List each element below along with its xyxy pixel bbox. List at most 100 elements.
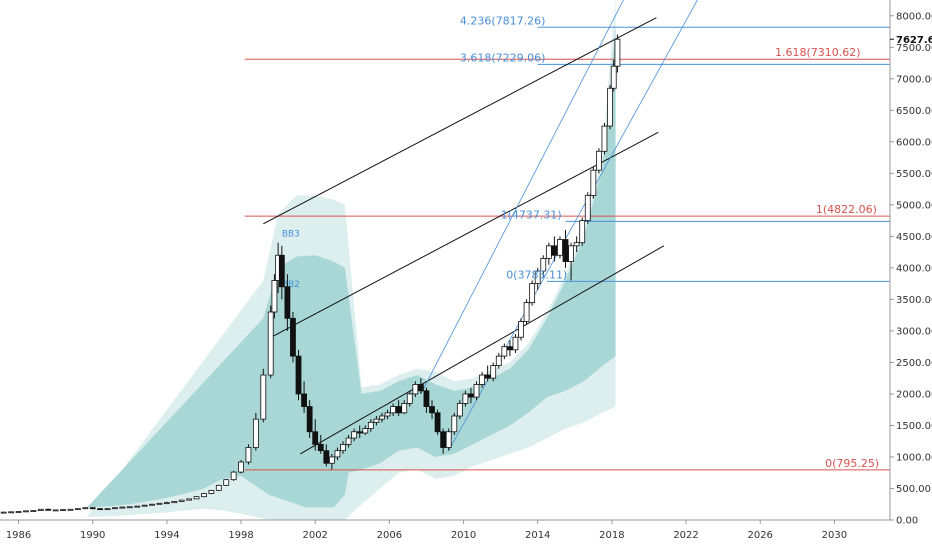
candle-body bbox=[534, 270, 541, 285]
candle bbox=[60, 509, 66, 512]
candle-body bbox=[301, 393, 307, 407]
candle bbox=[601, 122, 608, 155]
candle-body bbox=[0, 511, 7, 514]
candle-body bbox=[134, 505, 141, 508]
candle bbox=[607, 85, 613, 130]
candle-body bbox=[523, 302, 530, 322]
candle bbox=[417, 378, 424, 394]
candle bbox=[512, 334, 519, 353]
candles bbox=[0, 34, 621, 514]
candle bbox=[186, 498, 193, 501]
band-label-bb2: BB2 bbox=[282, 280, 300, 290]
candle-body bbox=[178, 499, 185, 502]
candle bbox=[271, 274, 278, 319]
x-tick-label: 2002 bbox=[302, 530, 327, 541]
candle bbox=[456, 400, 463, 420]
candle-body bbox=[529, 283, 536, 303]
candle bbox=[495, 352, 502, 369]
candle-body bbox=[252, 418, 259, 448]
candle-body bbox=[456, 402, 463, 417]
candle-body bbox=[295, 355, 302, 395]
candle bbox=[484, 365, 491, 382]
candle-body bbox=[614, 38, 621, 67]
candle bbox=[523, 299, 530, 325]
candle bbox=[323, 444, 330, 467]
candle-body bbox=[573, 242, 580, 247]
candle-body bbox=[201, 493, 207, 498]
candle bbox=[557, 236, 563, 259]
candle bbox=[245, 444, 252, 465]
candle bbox=[163, 501, 170, 505]
candle-body bbox=[126, 506, 133, 509]
y-tick-label: 2500.00 bbox=[896, 358, 932, 369]
candle-body bbox=[82, 507, 89, 510]
candle bbox=[610, 59, 617, 92]
candle-body bbox=[30, 510, 37, 512]
candle bbox=[390, 403, 396, 416]
candle bbox=[141, 504, 148, 507]
x-tick-label: 2026 bbox=[747, 530, 772, 541]
candle-body bbox=[45, 508, 52, 511]
candle bbox=[406, 390, 413, 407]
candle-body bbox=[562, 239, 569, 262]
candle bbox=[384, 409, 391, 420]
candle-body bbox=[595, 150, 602, 171]
y-tick-label: 4000.00 bbox=[896, 263, 932, 274]
x-tick-label: 1998 bbox=[228, 530, 253, 541]
candle-body bbox=[223, 479, 230, 486]
fib-level-label: 1(4737.31) bbox=[501, 208, 562, 221]
candle-body bbox=[312, 431, 319, 445]
candle bbox=[74, 508, 81, 511]
candle-body bbox=[590, 169, 597, 196]
candle-body bbox=[362, 428, 369, 434]
candle bbox=[334, 447, 341, 461]
candle-body bbox=[284, 286, 291, 319]
candle bbox=[395, 400, 402, 416]
candle-body bbox=[406, 393, 413, 404]
candle-body bbox=[356, 431, 363, 434]
candle-body bbox=[271, 280, 278, 313]
candle-body bbox=[278, 254, 285, 288]
candle-body bbox=[390, 406, 396, 414]
candle-body bbox=[440, 431, 447, 448]
candle-body bbox=[451, 415, 458, 433]
candle-body bbox=[462, 393, 469, 404]
candle bbox=[490, 362, 497, 382]
x-tick-label: 2018 bbox=[599, 530, 624, 541]
y-tick-label: 6500.00 bbox=[896, 106, 932, 117]
y-axis[interactable]: 8000.00 7500.00 7000.00 6500.00 6000.00 5500.… bbox=[889, 0, 932, 527]
candle-body bbox=[367, 421, 374, 430]
candle-body bbox=[579, 220, 586, 244]
candle-body bbox=[429, 406, 435, 414]
candle-body bbox=[607, 87, 613, 127]
candle-body bbox=[156, 502, 163, 505]
y-tick-label: 0.00 bbox=[896, 516, 918, 527]
candle-body bbox=[74, 508, 81, 511]
x-axis[interactable]: 1986 1990 1994 1998 2002 2006 2010 2014 2018 2022… bbox=[0, 519, 890, 541]
candle-body bbox=[518, 321, 524, 338]
candle-body bbox=[267, 311, 274, 376]
x-tick-label: 2022 bbox=[673, 530, 698, 541]
candle bbox=[201, 492, 207, 498]
y-tick-label: 4500.00 bbox=[896, 232, 932, 243]
band-label-bb3: BB3 bbox=[282, 229, 300, 239]
candle-body bbox=[15, 511, 22, 513]
candle bbox=[238, 460, 244, 474]
channel-line bbox=[268, 131, 659, 339]
candle bbox=[178, 499, 185, 502]
candle bbox=[579, 217, 586, 246]
candle-body bbox=[149, 503, 155, 506]
candle bbox=[367, 419, 374, 432]
candle bbox=[473, 381, 480, 401]
y-tick-label: 7000.00 bbox=[896, 74, 932, 85]
candle bbox=[501, 343, 508, 360]
candle bbox=[373, 416, 380, 426]
candle bbox=[356, 425, 363, 439]
candle-body bbox=[584, 194, 591, 222]
candle bbox=[351, 428, 358, 442]
candle bbox=[584, 192, 591, 224]
fib-level-label: 0(3785.11) bbox=[506, 268, 567, 281]
candle bbox=[518, 318, 524, 341]
candle bbox=[551, 236, 558, 262]
